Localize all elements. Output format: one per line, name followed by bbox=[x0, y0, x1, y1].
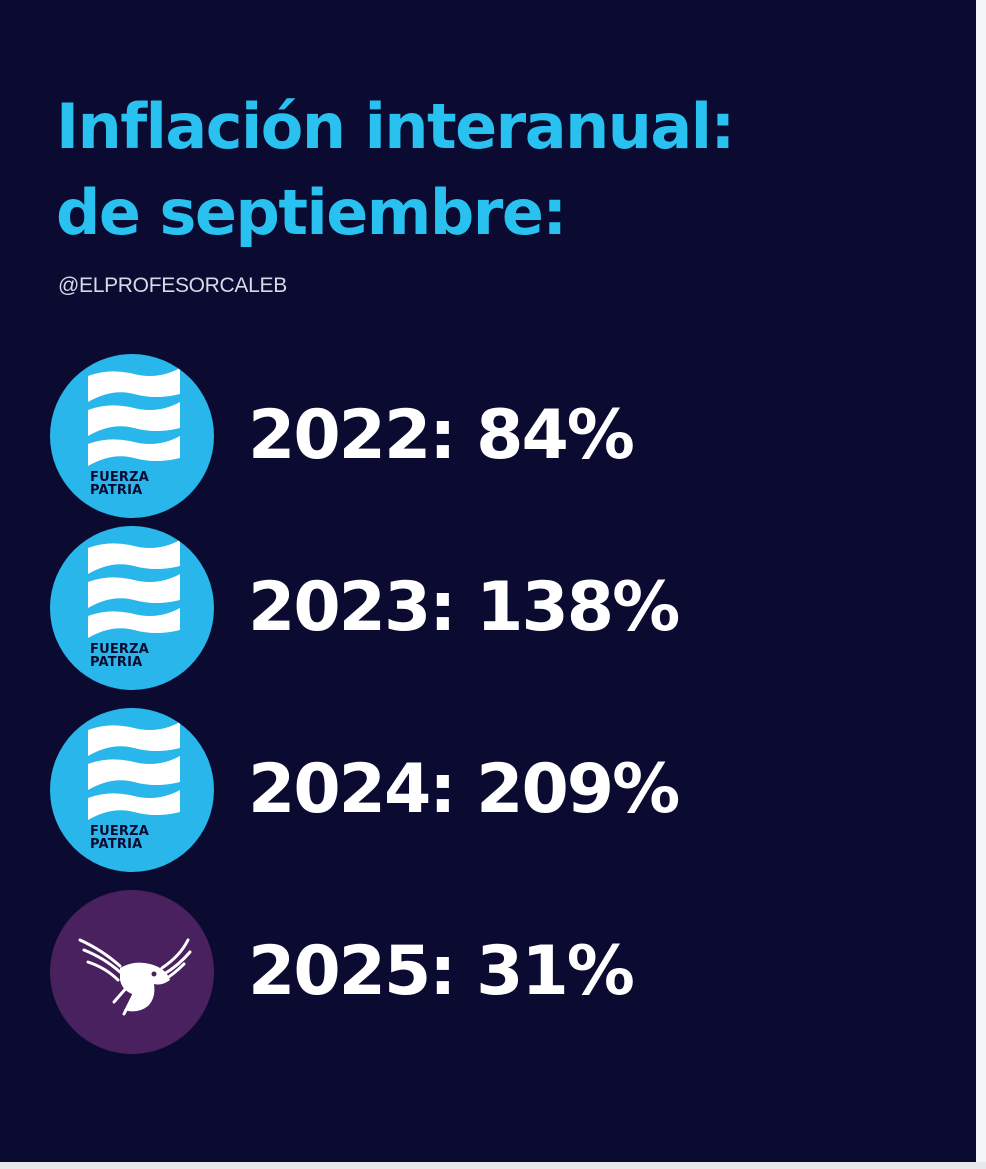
inflation-value: 2022: 84% bbox=[248, 396, 635, 475]
page-bottom-edge bbox=[0, 1162, 986, 1169]
inflation-row-2022: FUERZA PATRIA 2022: 84% bbox=[0, 354, 976, 524]
eagle-logo bbox=[50, 890, 214, 1054]
eagle-icon bbox=[78, 938, 192, 1016]
page-title: Inflación interanual: de septiembre: bbox=[56, 84, 735, 256]
flag-stripes-icon bbox=[88, 722, 180, 820]
fuerza-patria-logo: FUERZA PATRIA bbox=[50, 526, 214, 690]
logo-caption-line-1: FUERZA bbox=[90, 470, 150, 485]
flag-stripes-icon bbox=[88, 540, 180, 638]
inflation-row-2025: 2025: 31% bbox=[0, 890, 976, 1060]
logo-caption: FUERZA PATRIA bbox=[90, 643, 149, 669]
inflation-row-2024: FUERZA PATRIA 2024: 209% bbox=[0, 708, 976, 878]
logo-caption: FUERZA PATRIA bbox=[90, 471, 149, 497]
inflation-value: 2024: 209% bbox=[248, 750, 680, 829]
inflation-row-2023: FUERZA PATRIA 2023: 138% bbox=[0, 526, 976, 696]
logo-caption-line-2: PATRIA bbox=[90, 483, 143, 498]
flag-stripes-icon bbox=[88, 368, 180, 466]
author-handle: @ELPROFESORCALEB bbox=[58, 274, 287, 297]
logo-caption-line-1: FUERZA bbox=[90, 824, 150, 839]
logo-caption-line-2: PATRIA bbox=[90, 655, 143, 670]
fuerza-patria-logo: FUERZA PATRIA bbox=[50, 708, 214, 872]
fuerza-patria-logo: FUERZA PATRIA bbox=[50, 354, 214, 518]
page-edge bbox=[976, 0, 986, 1169]
title-line-2: de septiembre: bbox=[56, 176, 567, 249]
title-line-1: Inflación interanual: bbox=[56, 90, 735, 163]
inflation-value: 2023: 138% bbox=[248, 568, 680, 647]
logo-caption-line-2: PATRIA bbox=[90, 837, 143, 852]
logo-caption: FUERZA PATRIA bbox=[90, 825, 149, 851]
logo-caption-line-1: FUERZA bbox=[90, 642, 150, 657]
inflation-value: 2025: 31% bbox=[248, 932, 635, 1011]
